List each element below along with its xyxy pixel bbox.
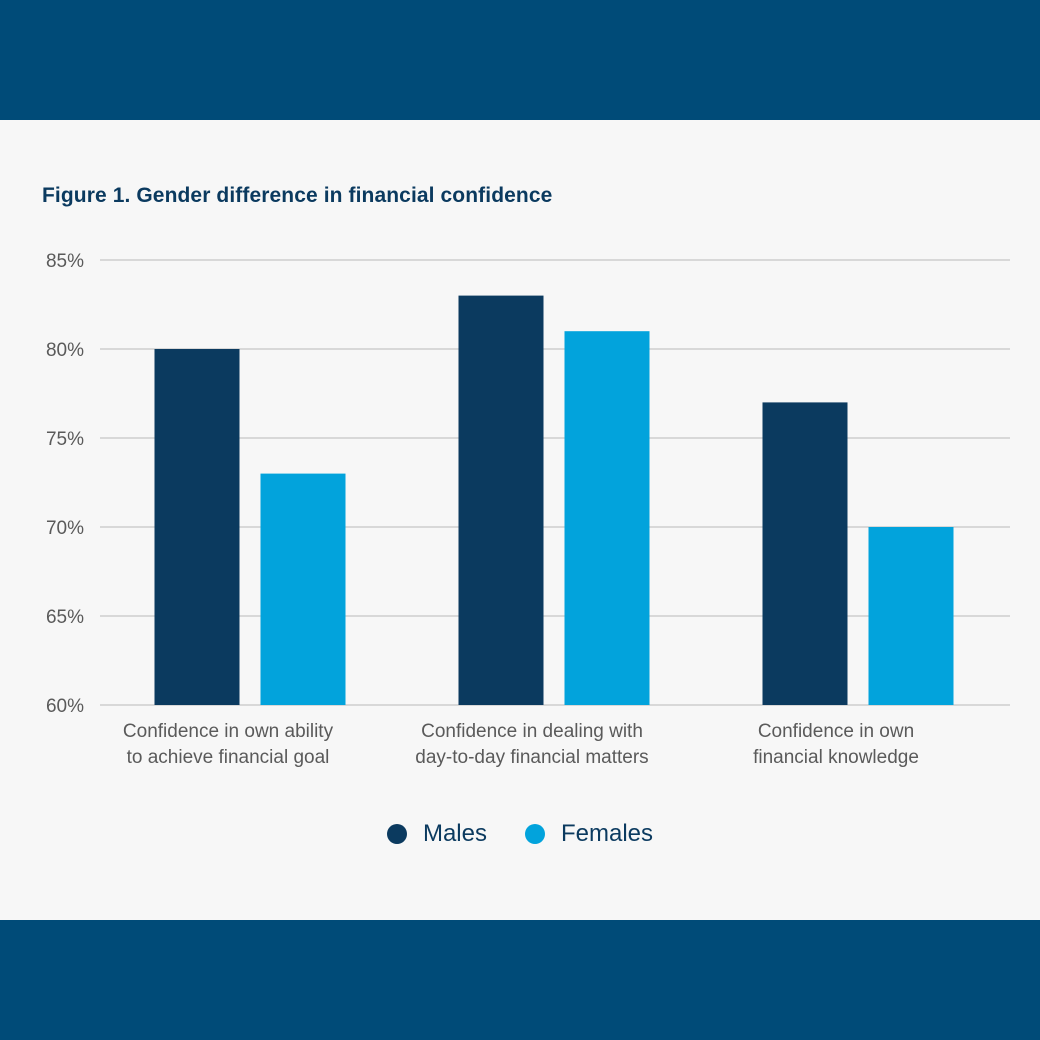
legend-label-females: Females	[561, 820, 654, 847]
legend-item-males: Males	[386, 820, 487, 848]
legend-item-females: Females	[525, 820, 653, 848]
bar-males	[458, 295, 544, 705]
x-category-label: to achieve financial goal	[127, 747, 330, 768]
legend-label-males: Males	[422, 820, 487, 847]
x-category-label: day-to-day financial matters	[415, 747, 648, 768]
top-band	[0, 0, 1040, 120]
bottom-band	[0, 920, 1040, 1040]
bar-males	[762, 402, 848, 705]
y-tick-label: 65%	[46, 607, 84, 628]
chart-title: Figure 1. Gender difference in financial…	[42, 184, 553, 207]
x-category-label: financial knowledge	[753, 747, 919, 768]
y-tick-label: 60%	[46, 696, 84, 717]
legend: Males Females	[0, 820, 1040, 848]
x-category-label: Confidence in dealing with	[421, 721, 643, 742]
y-tick-label: 75%	[46, 429, 84, 450]
bar-males	[154, 349, 240, 705]
y-tick-label: 70%	[46, 518, 84, 539]
legend-swatch-males	[386, 824, 407, 844]
y-tick-label: 85%	[46, 251, 84, 272]
y-tick-label: 80%	[46, 340, 84, 361]
x-category-label: Confidence in own	[758, 721, 914, 742]
bar-females	[564, 331, 650, 705]
x-category-label: Confidence in own ability	[123, 721, 334, 742]
legend-swatch-females	[525, 824, 545, 844]
bar-females	[868, 527, 954, 705]
bar-females	[260, 473, 346, 705]
